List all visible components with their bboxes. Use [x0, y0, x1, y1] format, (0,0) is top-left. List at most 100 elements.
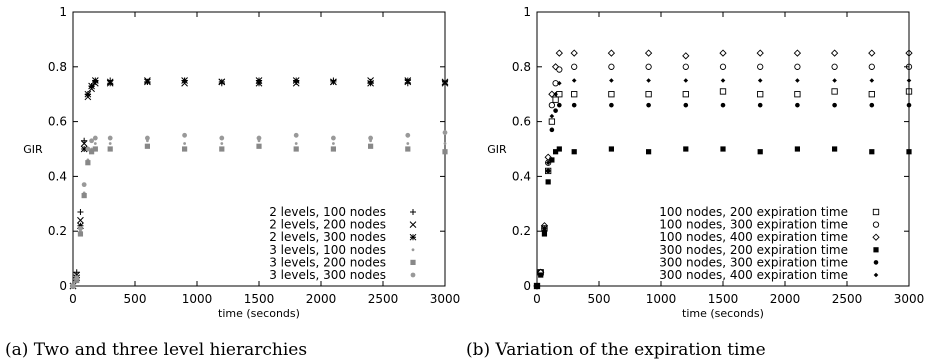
- data-point: [534, 283, 540, 289]
- x-tick-label: 3000: [894, 292, 925, 306]
- x-tick-label: 0: [533, 292, 541, 306]
- data-point: [553, 108, 558, 113]
- x-tick-label: 3000: [430, 292, 461, 306]
- y-tick-label: 0.2: [48, 224, 67, 238]
- x-tick-label: 1000: [182, 292, 213, 306]
- data-point: [108, 142, 112, 145]
- data-point: [682, 91, 689, 98]
- data-point: [85, 160, 91, 166]
- data-point: [831, 88, 838, 95]
- data-point: [549, 113, 555, 119]
- data-point: [548, 90, 556, 98]
- data-point: [256, 143, 262, 149]
- data-point: [220, 142, 224, 145]
- legend-marker: [411, 248, 415, 252]
- data-point: [78, 226, 83, 231]
- data-point: [720, 102, 726, 108]
- data-point: [405, 146, 411, 152]
- data-point: [219, 146, 225, 152]
- data-point: [555, 49, 563, 57]
- legend-label: 100 nodes, 300 expiration time: [659, 218, 848, 232]
- data-point: [442, 130, 448, 135]
- data-point: [107, 135, 113, 141]
- data-point: [219, 135, 225, 141]
- data-point: [683, 146, 689, 152]
- series-1: [70, 77, 448, 289]
- data-point: [545, 179, 551, 185]
- data-point: [608, 146, 614, 152]
- data-point: [556, 66, 563, 73]
- data-point: [868, 49, 876, 57]
- caption-b: (b) Variation of the expiration time: [466, 340, 766, 360]
- data-point: [551, 63, 560, 71]
- x-tick-label: 2000: [770, 292, 801, 306]
- legend-label: 300 nodes, 200 expiration time: [659, 243, 848, 257]
- data-point: [331, 135, 336, 141]
- legend-marker: [410, 209, 416, 215]
- data-point: [182, 132, 188, 138]
- series-2: [69, 77, 449, 290]
- data-point: [831, 63, 838, 70]
- data-point: [549, 157, 555, 163]
- data-point: [255, 79, 263, 87]
- data-point: [795, 102, 800, 108]
- data-point: [795, 78, 800, 83]
- legend-marker: [409, 233, 417, 241]
- data-point: [906, 102, 912, 108]
- data-point: [609, 78, 614, 83]
- legend-label: 2 levels, 200 nodes: [269, 218, 386, 232]
- data-point: [89, 138, 94, 144]
- data-point: [557, 102, 562, 108]
- data-point: [646, 149, 652, 155]
- data-point: [80, 145, 88, 153]
- caption-a: (a) Two and three level hierarchies: [5, 340, 307, 360]
- x-tick-label: 2500: [368, 292, 399, 306]
- x-tick-label: 0: [69, 292, 77, 306]
- data-point: [88, 82, 95, 90]
- data-point: [646, 78, 651, 83]
- y-tick-label: 0.4: [48, 169, 67, 183]
- data-point: [80, 140, 88, 147]
- data-point: [92, 146, 98, 152]
- data-point: [144, 78, 151, 86]
- data-point: [645, 91, 652, 98]
- data-point: [84, 90, 92, 98]
- data-point: [720, 78, 726, 83]
- x-axis-label: time (seconds): [682, 307, 764, 320]
- data-point: [832, 78, 837, 83]
- data-point: [682, 63, 689, 70]
- data-point: [74, 277, 80, 284]
- legend-marker: [873, 272, 879, 278]
- y-tick-label: 0: [523, 279, 531, 293]
- legend-marker: [872, 221, 880, 228]
- plot-frame: [72, 11, 446, 287]
- legend-label: 100 nodes, 400 expiration time: [659, 230, 848, 244]
- data-point: [368, 135, 373, 141]
- x-tick-label: 500: [124, 292, 147, 306]
- data-point: [608, 91, 615, 98]
- legend-label: 100 nodes, 200 expiration time: [659, 205, 848, 219]
- data-point: [757, 78, 763, 83]
- data-point: [545, 168, 551, 174]
- data-point: [368, 143, 374, 149]
- data-point: [869, 78, 875, 83]
- series-3: [69, 77, 449, 290]
- data-point: [905, 63, 913, 70]
- x-tick-label: 2000: [306, 292, 337, 306]
- legend-marker: [873, 247, 879, 253]
- data-point: [182, 146, 188, 152]
- data-point: [85, 146, 91, 152]
- data-point: [77, 209, 84, 216]
- data-point: [832, 146, 838, 152]
- data-point: [906, 78, 912, 83]
- data-point: [757, 91, 764, 98]
- data-point: [645, 63, 652, 70]
- data-point: [545, 160, 551, 165]
- data-point: [557, 80, 562, 86]
- legend-label: 3 levels, 100 nodes: [269, 243, 386, 257]
- data-point: [293, 146, 299, 152]
- data-point: [571, 91, 578, 98]
- data-point: [294, 142, 298, 145]
- legend-marker: [872, 233, 880, 241]
